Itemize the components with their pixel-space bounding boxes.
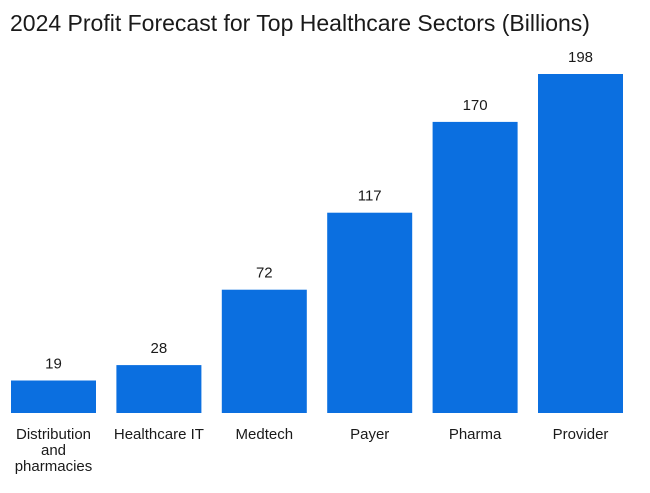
bar-provider	[538, 74, 623, 413]
category-labels-layer: Distribution and pharmacies Healthcare IT Me…	[15, 426, 609, 475]
category-label-line: Medtech	[236, 426, 294, 443]
category-label-line: pharmacies	[15, 458, 93, 475]
bar-distribution-and-pharmacies	[11, 380, 96, 413]
bar-medtech	[221, 289, 307, 413]
category-label-line: Provider	[553, 426, 609, 443]
category-label: Distribution and pharmacies	[15, 426, 93, 475]
category-label: Payer	[350, 426, 389, 443]
value-label: 170	[463, 97, 488, 114]
category-label: Pharma	[449, 426, 502, 443]
value-label: 198	[568, 49, 593, 66]
category-label: Healthcare IT	[114, 426, 204, 443]
value-label: 19	[45, 356, 62, 373]
category-label: Medtech	[236, 426, 294, 443]
category-label-line: Healthcare IT	[114, 426, 204, 443]
category-label-line: Distribution	[16, 426, 91, 443]
value-label: 28	[151, 340, 168, 357]
category-label-line: and	[41, 442, 66, 459]
value-label: 117	[358, 188, 382, 205]
chart-title: 2024 Profit Forecast for Top Healthcare …	[10, 10, 590, 36]
value-label: 72	[256, 265, 273, 282]
category-label: Provider	[553, 426, 609, 443]
category-label-line: Payer	[350, 426, 389, 443]
bars-layer	[11, 74, 623, 414]
bar-pharma	[432, 121, 518, 414]
bar-payer	[327, 212, 413, 413]
value-labels-layer: 19 28 72 117 170 198	[45, 49, 593, 373]
category-label-line: Pharma	[449, 426, 502, 443]
bar-healthcare-it	[116, 365, 202, 413]
